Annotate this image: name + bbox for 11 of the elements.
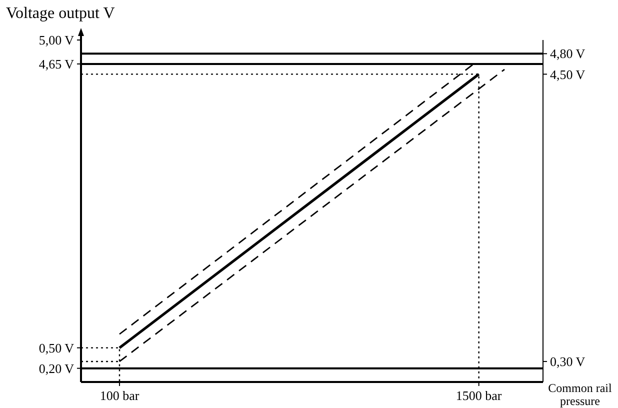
y2-tick-label: 0,30 V xyxy=(550,354,586,370)
y-tick-label: 0,20 V xyxy=(38,360,75,376)
y-tick-label: 0,50 V xyxy=(38,340,75,356)
y-tick-label: 5,00 V xyxy=(38,32,75,48)
x-tick-label: 1500 bar xyxy=(456,388,502,403)
x-tick-label: 100 bar xyxy=(100,388,140,403)
y-tick-label: 4,65 V xyxy=(38,56,75,72)
chart-title: Voltage output V xyxy=(6,5,116,22)
y2-tick-label: 4,50 V xyxy=(550,66,586,82)
y2-tick-label: 4,80 V xyxy=(550,46,586,62)
x-axis-title: Common rail pressure xyxy=(548,381,612,408)
